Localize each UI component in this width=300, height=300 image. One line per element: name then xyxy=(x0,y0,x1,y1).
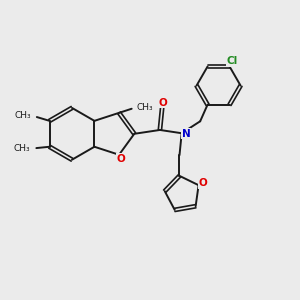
Text: Cl: Cl xyxy=(227,56,238,66)
Text: O: O xyxy=(116,154,125,164)
Text: CH₃: CH₃ xyxy=(15,111,31,120)
Text: CH₃: CH₃ xyxy=(14,144,31,153)
Text: CH₃: CH₃ xyxy=(137,103,153,112)
Text: O: O xyxy=(158,98,167,108)
Text: O: O xyxy=(198,178,207,188)
Text: N: N xyxy=(182,129,190,139)
